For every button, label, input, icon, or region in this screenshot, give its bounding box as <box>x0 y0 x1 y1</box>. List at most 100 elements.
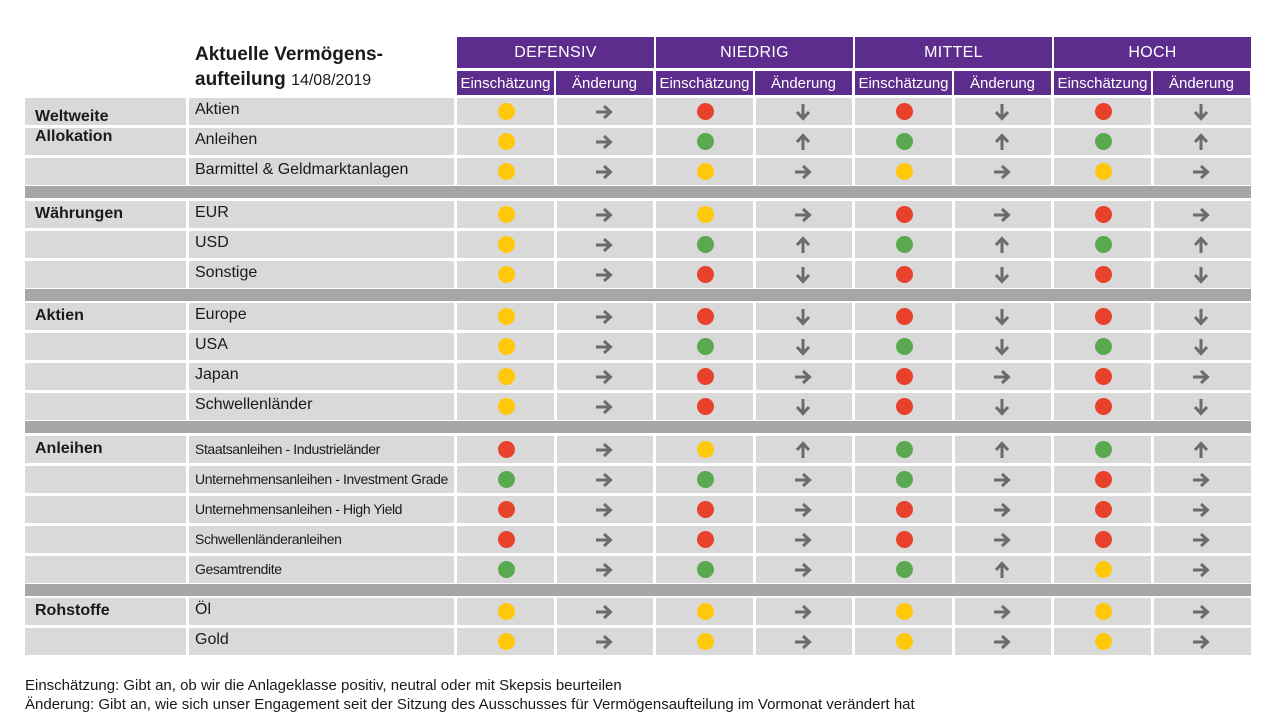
row-label: Öl <box>195 601 211 618</box>
row-label: Sonstige <box>195 264 258 281</box>
subheader-assessment: Einschätzung <box>457 71 554 95</box>
assessment-dot-red <box>895 266 913 283</box>
profile-header-mittel: MITTEL <box>855 37 1052 68</box>
arrow-down-icon <box>1191 307 1211 327</box>
section-divider <box>25 584 1251 596</box>
assessment-dot-green <box>1094 338 1112 355</box>
assessment-dot-green <box>696 561 714 578</box>
column-separator <box>454 98 457 655</box>
arrow-down-icon <box>1191 102 1211 122</box>
assessment-dot-red <box>1094 103 1112 120</box>
table-row <box>25 303 1251 330</box>
section-name: Weltweite Allokation <box>35 108 113 145</box>
assessment-dot-yellow <box>696 441 714 458</box>
table-row <box>25 363 1251 390</box>
section-divider <box>25 421 1251 433</box>
footnote-change: Änderung: Gibt an, wie sich unser Engage… <box>25 696 915 713</box>
arrow-right-icon <box>594 265 614 285</box>
row-label: Gold <box>195 631 229 648</box>
column-separator <box>852 98 855 655</box>
table-row <box>25 333 1251 360</box>
assessment-dot-yellow <box>497 236 515 253</box>
arrow-right-icon <box>992 367 1012 387</box>
arrow-down-icon <box>793 265 813 285</box>
assessment-dot-yellow <box>696 206 714 223</box>
assessment-dot-green <box>497 561 515 578</box>
arrow-right-icon <box>594 440 614 460</box>
assessment-dot-yellow <box>497 368 515 385</box>
title-line-2: aufteilung <box>195 69 286 90</box>
column-separator <box>1051 98 1054 655</box>
assessment-dot-yellow <box>696 633 714 650</box>
assessment-dot-green <box>1094 441 1112 458</box>
arrow-right-icon <box>793 632 813 652</box>
profile-header-defensiv: DEFENSIV <box>457 37 654 68</box>
assessment-dot-red <box>895 398 913 415</box>
assessment-dot-yellow <box>497 308 515 325</box>
title-line-1: Aktuelle Vermögens- <box>195 44 383 65</box>
assessment-dot-green <box>696 133 714 150</box>
arrow-right-icon <box>594 602 614 622</box>
arrow-down-icon <box>1191 397 1211 417</box>
table-row <box>25 628 1251 655</box>
section-name: Aktien <box>35 307 84 324</box>
arrow-up-icon <box>1191 132 1211 152</box>
assessment-dot-red <box>696 368 714 385</box>
assessment-dot-yellow <box>1094 633 1112 650</box>
row-label: Aktien <box>195 101 240 118</box>
assessment-dot-yellow <box>497 398 515 415</box>
arrow-down-icon <box>992 102 1012 122</box>
section-name: Rohstoffe <box>35 602 110 619</box>
arrow-right-icon <box>594 205 614 225</box>
arrow-right-icon <box>594 307 614 327</box>
arrow-right-icon <box>793 500 813 520</box>
subheader-assessment: Einschätzung <box>656 71 753 95</box>
table-row <box>25 556 1251 583</box>
arrow-down-icon <box>1191 265 1211 285</box>
arrow-right-icon <box>594 337 614 357</box>
assessment-dot-green <box>895 133 913 150</box>
arrow-right-icon <box>1191 162 1211 182</box>
assessment-dot-yellow <box>696 603 714 620</box>
subheader-change: Änderung <box>1153 71 1250 95</box>
arrow-right-icon <box>992 162 1012 182</box>
assessment-dot-red <box>497 501 515 518</box>
arrow-right-icon <box>594 162 614 182</box>
assessment-dot-red <box>1094 531 1112 548</box>
profile-header-niedrig: NIEDRIG <box>656 37 853 68</box>
arrow-right-icon <box>594 632 614 652</box>
arrow-down-icon <box>992 397 1012 417</box>
assessment-dot-yellow <box>497 603 515 620</box>
assessment-dot-yellow <box>497 633 515 650</box>
table-row <box>25 526 1251 553</box>
footnote-assessment: Einschätzung: Gibt an, ob wir die Anlage… <box>25 677 622 694</box>
assessment-dot-yellow <box>895 163 913 180</box>
arrow-up-icon <box>992 132 1012 152</box>
profile-header-hoch: HOCH <box>1054 37 1251 68</box>
assessment-dot-red <box>895 103 913 120</box>
assessment-dot-red <box>696 501 714 518</box>
assessment-dot-red <box>1094 266 1112 283</box>
arrow-down-icon <box>1191 337 1211 357</box>
assessment-dot-green <box>895 338 913 355</box>
assessment-dot-red <box>497 441 515 458</box>
arrow-down-icon <box>992 307 1012 327</box>
assessment-dot-green <box>895 236 913 253</box>
arrow-up-icon <box>992 440 1012 460</box>
assessment-dot-yellow <box>1094 561 1112 578</box>
assessment-dot-red <box>1094 368 1112 385</box>
arrow-right-icon <box>594 102 614 122</box>
row-label: Barmittel & Geldmarktanlagen <box>195 161 409 178</box>
table-row <box>25 598 1251 625</box>
arrow-right-icon <box>793 560 813 580</box>
assessment-dot-green <box>895 561 913 578</box>
subheader-assessment: Einschätzung <box>1054 71 1151 95</box>
column-separator <box>753 98 756 655</box>
column-separator <box>186 98 189 655</box>
row-label: USD <box>195 234 229 251</box>
row-label: Gesamtrendite <box>195 561 282 577</box>
subheader-change: Änderung <box>755 71 852 95</box>
arrow-right-icon <box>594 500 614 520</box>
arrow-down-icon <box>793 307 813 327</box>
arrow-right-icon <box>992 632 1012 652</box>
